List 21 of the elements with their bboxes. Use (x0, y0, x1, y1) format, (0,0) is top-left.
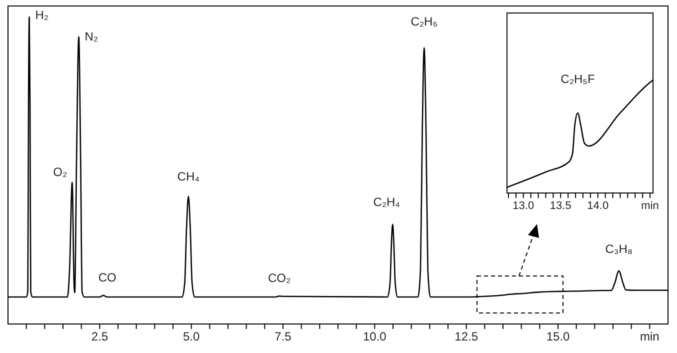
annotation: C₃H₈ (605, 242, 632, 256)
x-tick-label: 15.0 (546, 330, 570, 344)
x-tick-label: 5.0 (182, 330, 200, 344)
annotation: C₂H₅F (560, 72, 595, 86)
x-tick-label: 13.5 (550, 200, 572, 212)
x-tick-label: 7.5 (274, 330, 292, 344)
x-tick-label: min (641, 200, 659, 212)
annotation: C₂H₆ (410, 14, 438, 29)
annotation: H₂ (35, 8, 49, 22)
annotation: O₂ (53, 165, 68, 180)
annotation: N₂ (84, 30, 98, 44)
x-tick-label: 14.0 (587, 200, 609, 212)
x-tick-label: 13.0 (512, 200, 534, 212)
x-tick-label: 10.0 (362, 330, 387, 344)
x-tick-label: 2.5 (91, 330, 108, 344)
x-tick-label: min (640, 330, 660, 344)
annotation: CH₄ (177, 169, 200, 184)
x-tick-label: 12.5 (454, 330, 478, 344)
annotation: CO₂ (268, 271, 291, 286)
annotation: C₂H₄ (373, 195, 400, 210)
annotation: CO (98, 270, 116, 284)
